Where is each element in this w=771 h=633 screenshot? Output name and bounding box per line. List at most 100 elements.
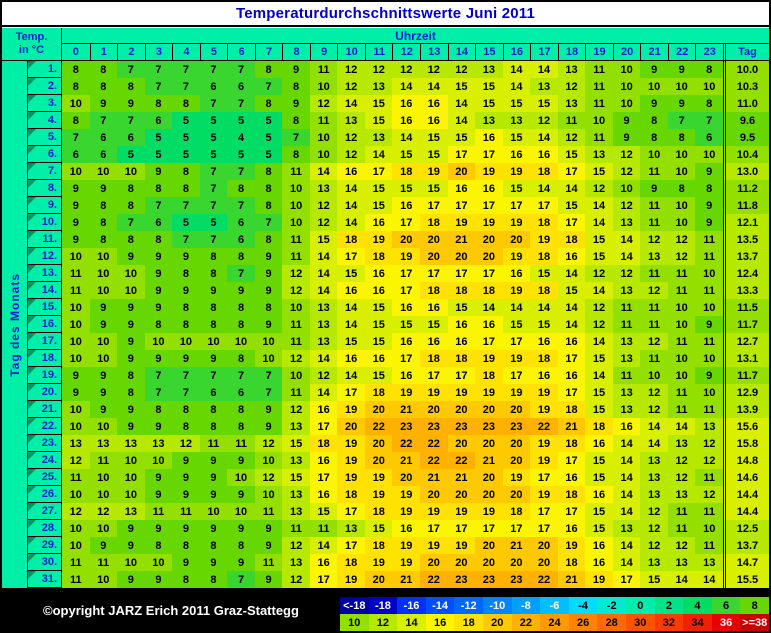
- temp-cell[interactable]: 9: [117, 520, 145, 537]
- temp-cell[interactable]: 14: [337, 95, 365, 112]
- temp-cell[interactable]: 5: [172, 129, 200, 146]
- temp-cell[interactable]: 7: [227, 367, 255, 384]
- temp-cell[interactable]: 17: [392, 214, 421, 231]
- temp-cell[interactable]: 13: [309, 333, 338, 350]
- temp-cell[interactable]: 18: [557, 231, 586, 248]
- temp-cell[interactable]: 14: [337, 214, 365, 231]
- temp-cell[interactable]: 9: [227, 452, 255, 469]
- temp-cell[interactable]: 5: [199, 214, 228, 231]
- temp-cell[interactable]: 10: [62, 95, 90, 112]
- temp-cell[interactable]: 12: [447, 61, 476, 78]
- temp-cell[interactable]: 11: [667, 333, 696, 350]
- temp-cell[interactable]: 18: [530, 163, 558, 180]
- temp-cell[interactable]: 17: [447, 367, 476, 384]
- temp-cell[interactable]: 19: [337, 401, 365, 418]
- temp-cell[interactable]: 15: [337, 265, 365, 282]
- temp-cell[interactable]: 16: [420, 333, 448, 350]
- temp-cell[interactable]: 11: [695, 503, 723, 520]
- hour-header-cell-19[interactable]: 19: [585, 44, 613, 60]
- temp-cell[interactable]: 11: [640, 299, 668, 316]
- temp-cell[interactable]: 12: [557, 78, 586, 95]
- temp-cell[interactable]: 13: [364, 129, 393, 146]
- temp-cell[interactable]: 10: [695, 146, 723, 163]
- temp-cell[interactable]: 9: [254, 282, 283, 299]
- temp-cell[interactable]: 11: [612, 299, 641, 316]
- temp-cell[interactable]: 9: [89, 401, 118, 418]
- temp-cell[interactable]: 8: [199, 418, 228, 435]
- temp-cell[interactable]: 18: [530, 214, 558, 231]
- temp-cell[interactable]: 14: [337, 367, 365, 384]
- day-avg-cell[interactable]: 12.5: [722, 520, 769, 537]
- hour-header-cell-14[interactable]: 14: [447, 44, 476, 60]
- temp-cell[interactable]: 7: [227, 571, 255, 588]
- temp-cell[interactable]: 8: [89, 61, 118, 78]
- temp-cell[interactable]: 14: [612, 486, 641, 503]
- temp-cell[interactable]: 9: [62, 384, 90, 401]
- temp-cell[interactable]: 17: [502, 367, 531, 384]
- temp-cell[interactable]: 7: [172, 197, 200, 214]
- temp-cell[interactable]: 20: [364, 571, 393, 588]
- temp-cell[interactable]: 15: [475, 78, 503, 95]
- temp-cell[interactable]: 10: [62, 248, 90, 265]
- temp-cell[interactable]: 19: [392, 537, 421, 554]
- day-label-cell[interactable]: 23.: [28, 435, 62, 452]
- temp-cell[interactable]: 9: [667, 95, 696, 112]
- temp-cell[interactable]: 12: [62, 503, 90, 520]
- temp-cell[interactable]: 8: [227, 180, 255, 197]
- temp-cell[interactable]: 9: [695, 316, 723, 333]
- temp-cell[interactable]: 13: [612, 333, 641, 350]
- temp-cell[interactable]: 11: [144, 503, 173, 520]
- day-label-cell[interactable]: 6.: [28, 146, 62, 163]
- day-label-cell[interactable]: 16.: [28, 316, 62, 333]
- temp-cell[interactable]: 18: [557, 401, 586, 418]
- day-label-cell[interactable]: 2.: [28, 78, 62, 95]
- temp-cell[interactable]: 9: [612, 112, 641, 129]
- temp-cell[interactable]: 15: [447, 299, 476, 316]
- temp-cell[interactable]: 8: [227, 350, 255, 367]
- temp-cell[interactable]: 19: [392, 486, 421, 503]
- temp-cell[interactable]: 14: [612, 248, 641, 265]
- hour-header-cell-23[interactable]: 23: [695, 44, 723, 60]
- temp-cell[interactable]: 17: [475, 520, 503, 537]
- temp-cell[interactable]: 5: [227, 146, 255, 163]
- temp-cell[interactable]: 8: [695, 61, 723, 78]
- temp-cell[interactable]: 8: [172, 537, 200, 554]
- temp-cell[interactable]: 12: [309, 367, 338, 384]
- temp-cell[interactable]: 10: [89, 248, 118, 265]
- temp-cell[interactable]: 12: [309, 197, 338, 214]
- temp-cell[interactable]: 15: [309, 231, 338, 248]
- temp-cell[interactable]: 10: [282, 299, 310, 316]
- day-label-cell[interactable]: 1.: [28, 61, 62, 78]
- temp-cell[interactable]: 13: [612, 350, 641, 367]
- temp-cell[interactable]: 20: [447, 163, 476, 180]
- temp-cell[interactable]: 11: [695, 469, 723, 486]
- hour-header-cell-5[interactable]: 5: [199, 44, 228, 60]
- hour-header-cell-8[interactable]: 8: [282, 44, 310, 60]
- temp-cell[interactable]: 12: [640, 282, 668, 299]
- temp-cell[interactable]: 22: [420, 571, 448, 588]
- temp-cell[interactable]: 9: [117, 316, 145, 333]
- temp-cell[interactable]: 11: [89, 554, 118, 571]
- hour-header-cell-11[interactable]: 11: [364, 44, 393, 60]
- temp-cell[interactable]: 16: [585, 486, 613, 503]
- temp-cell[interactable]: 19: [475, 163, 503, 180]
- temp-cell[interactable]: 11: [640, 316, 668, 333]
- temp-cell[interactable]: 6: [227, 78, 255, 95]
- temp-cell[interactable]: 8: [117, 180, 145, 197]
- temp-cell[interactable]: 10: [144, 554, 173, 571]
- temp-cell[interactable]: 16: [392, 299, 421, 316]
- temp-cell[interactable]: 8: [62, 112, 90, 129]
- temp-cell[interactable]: 22: [530, 418, 558, 435]
- temp-cell[interactable]: 9: [144, 486, 173, 503]
- temp-cell[interactable]: 18: [530, 282, 558, 299]
- temp-cell[interactable]: 15: [475, 95, 503, 112]
- temp-cell[interactable]: 20: [447, 401, 476, 418]
- temp-cell[interactable]: 23: [420, 418, 448, 435]
- temp-cell[interactable]: 20: [475, 486, 503, 503]
- day-label-cell[interactable]: 14.: [28, 282, 62, 299]
- temp-cell[interactable]: 11: [667, 282, 696, 299]
- temp-cell[interactable]: 5: [254, 112, 283, 129]
- temp-cell[interactable]: 20: [530, 537, 558, 554]
- temp-cell[interactable]: 8: [282, 112, 310, 129]
- temp-cell[interactable]: 9: [144, 163, 173, 180]
